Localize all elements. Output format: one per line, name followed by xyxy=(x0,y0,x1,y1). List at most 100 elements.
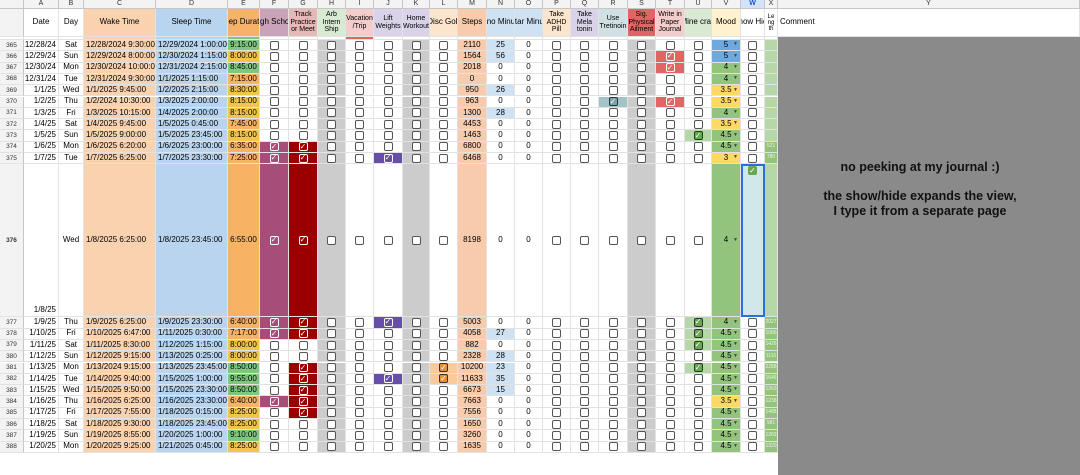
cell-vac[interactable] xyxy=(346,351,374,363)
cell-show[interactable] xyxy=(741,362,765,374)
cell-vac[interactable] xyxy=(346,85,374,97)
home-checkbox[interactable] xyxy=(411,442,421,452)
show-checkbox[interactable] xyxy=(748,363,757,373)
cell-vac[interactable] xyxy=(346,430,374,442)
sig-checkbox[interactable] xyxy=(637,351,646,361)
cell-show[interactable] xyxy=(741,107,765,120)
tret-checkbox[interactable] xyxy=(608,51,618,61)
cell-mela[interactable] xyxy=(571,430,599,442)
cell-lift[interactable] xyxy=(374,85,403,97)
lift-checkbox[interactable] xyxy=(383,419,393,429)
track-checkbox[interactable]: ✓ xyxy=(298,362,308,373)
home-checkbox[interactable] xyxy=(411,351,421,361)
sig-checkbox[interactable] xyxy=(637,385,646,395)
cell-show[interactable] xyxy=(741,385,765,397)
chevron-down-icon[interactable]: ▼ xyxy=(733,420,738,427)
cell-mine[interactable]: ✓ xyxy=(685,317,712,329)
cell-mood[interactable]: 4.5 ▼ xyxy=(712,407,741,419)
sig-checkbox[interactable] xyxy=(637,397,646,407)
cell-disc[interactable] xyxy=(430,73,458,86)
journal-checkbox[interactable] xyxy=(665,317,675,327)
cell-disc[interactable] xyxy=(430,407,458,419)
cell-mela[interactable] xyxy=(571,130,599,142)
chevron-down-icon[interactable]: ▼ xyxy=(733,63,738,70)
disc-checkbox[interactable] xyxy=(439,235,448,245)
cell-lift[interactable] xyxy=(374,328,403,340)
column-letter-O[interactable]: O xyxy=(515,0,543,9)
adhd-checkbox[interactable] xyxy=(552,51,561,61)
cell-disc[interactable] xyxy=(430,317,458,329)
hs-checkbox[interactable] xyxy=(269,108,279,118)
cell-mela[interactable] xyxy=(571,339,599,352)
cell-lift[interactable] xyxy=(374,430,403,442)
vac-checkbox[interactable] xyxy=(355,430,364,440)
cell-mine[interactable]: ✓ xyxy=(685,328,712,340)
cell-disc[interactable] xyxy=(430,419,458,431)
show-checkbox[interactable] xyxy=(748,51,757,61)
disc-checkbox[interactable]: ✓ xyxy=(439,362,448,373)
show-checkbox[interactable] xyxy=(748,385,757,395)
cell-sig[interactable] xyxy=(628,85,656,97)
chevron-down-icon[interactable]: ▼ xyxy=(733,386,738,393)
cell-home[interactable] xyxy=(403,430,430,442)
cell-journal[interactable] xyxy=(656,351,685,363)
cell-track[interactable] xyxy=(289,339,318,352)
cell-journal[interactable] xyxy=(656,362,685,374)
cell-home[interactable] xyxy=(403,119,430,131)
disc-checkbox[interactable] xyxy=(439,385,448,395)
cell-journal[interactable] xyxy=(656,328,685,340)
cell-track[interactable] xyxy=(289,40,318,52)
sig-checkbox[interactable] xyxy=(637,235,646,245)
column-letter-U[interactable]: U xyxy=(685,0,712,9)
column-letter-F[interactable]: F xyxy=(260,0,289,9)
cell-adhd[interactable] xyxy=(543,351,571,363)
cell-mine[interactable] xyxy=(685,373,712,386)
adhd-checkbox[interactable] xyxy=(552,363,561,373)
cell-home[interactable] xyxy=(403,130,430,142)
mine-checkbox[interactable] xyxy=(693,51,703,61)
hs-checkbox[interactable] xyxy=(269,97,279,107)
track-checkbox[interactable]: ✓ xyxy=(298,396,308,407)
cell-arb[interactable] xyxy=(318,107,346,120)
lift-checkbox[interactable]: ✓ xyxy=(383,317,393,327)
arb-checkbox[interactable] xyxy=(327,374,336,384)
cell-mood[interactable]: 3 ▼ xyxy=(712,153,741,165)
cell-sig[interactable] xyxy=(628,164,656,318)
sig-checkbox[interactable] xyxy=(637,108,646,118)
journal-checkbox[interactable] xyxy=(665,131,675,141)
cell-adhd[interactable] xyxy=(543,107,571,120)
hs-checkbox[interactable] xyxy=(269,74,279,84)
mela-checkbox[interactable] xyxy=(580,153,589,163)
disc-checkbox[interactable] xyxy=(439,119,448,129)
cell-disc[interactable] xyxy=(430,119,458,131)
cell-hs[interactable]: ✓ xyxy=(260,141,289,153)
cell-mood[interactable]: 4 ▼ xyxy=(712,62,741,74)
vac-checkbox[interactable] xyxy=(355,142,364,152)
cell-disc[interactable]: ✓ xyxy=(430,362,458,374)
cell-hs[interactable] xyxy=(260,130,289,142)
column-letter-J[interactable]: J xyxy=(374,0,403,9)
adhd-checkbox[interactable] xyxy=(552,397,561,407)
tret-checkbox[interactable] xyxy=(608,419,618,429)
lift-checkbox[interactable] xyxy=(383,63,393,73)
mine-checkbox[interactable] xyxy=(693,40,703,50)
cell-vac[interactable] xyxy=(346,419,374,431)
cell-home[interactable] xyxy=(403,385,430,397)
show-checkbox[interactable]: ✓ xyxy=(748,165,757,176)
cell-track[interactable] xyxy=(289,96,318,108)
cell-mela[interactable] xyxy=(571,396,599,408)
cell-disc[interactable] xyxy=(430,351,458,363)
cell-home[interactable] xyxy=(403,373,430,386)
adhd-checkbox[interactable] xyxy=(552,153,561,163)
cell-journal[interactable] xyxy=(656,153,685,165)
vac-checkbox[interactable] xyxy=(355,51,364,61)
mela-checkbox[interactable] xyxy=(580,419,589,429)
mela-checkbox[interactable] xyxy=(580,374,589,384)
chevron-down-icon[interactable]: ▼ xyxy=(733,236,738,243)
sig-checkbox[interactable] xyxy=(637,142,646,152)
cell-home[interactable] xyxy=(403,51,430,63)
mine-checkbox[interactable] xyxy=(693,235,703,245)
cell-tret[interactable] xyxy=(599,141,628,153)
cell-vac[interactable] xyxy=(346,328,374,340)
cell-track[interactable] xyxy=(289,419,318,431)
